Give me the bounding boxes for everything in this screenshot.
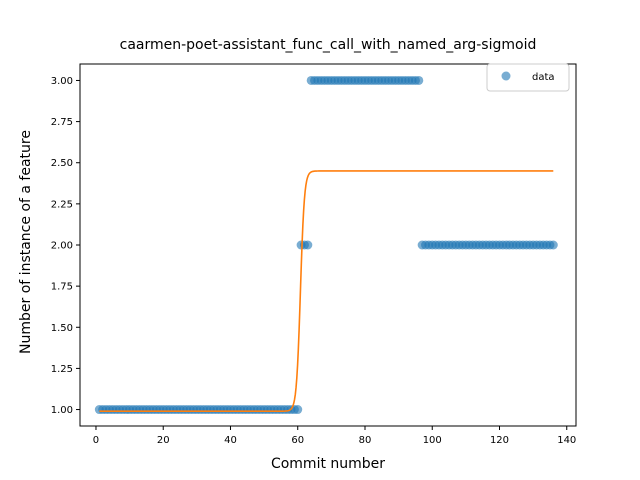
legend: data (486, 63, 570, 92)
x-tick-label: 0 (93, 435, 99, 446)
chart-title: caarmen-poet-assistant_func_call_with_na… (120, 37, 537, 53)
y-tick-label: 2.00 (51, 241, 73, 252)
y-tick-label: 1.75 (51, 282, 73, 293)
x-tick-label: 60 (291, 435, 304, 446)
y-tick-label: 1.25 (51, 364, 73, 375)
x-axis-label: Commit number (271, 456, 385, 472)
x-axis-ticks: 0 20 40 60 80 100 120 140 (93, 426, 576, 446)
y-tick-label: 2.25 (51, 199, 73, 210)
data-point (293, 405, 303, 415)
data-point (548, 240, 558, 250)
data-points (94, 75, 558, 415)
x-tick-label: 100 (423, 435, 442, 446)
data-point (303, 240, 313, 250)
y-tick-label: 2.50 (51, 158, 73, 169)
sigmoid-fit-line (99, 170, 554, 412)
x-tick-label: 40 (224, 435, 237, 446)
x-tick-label: 20 (157, 435, 170, 446)
x-tick-label: 80 (359, 435, 372, 446)
y-tick-label: 1.50 (51, 323, 73, 334)
legend-marker-data (501, 71, 511, 81)
data-point (414, 75, 424, 85)
y-axis-label: Number of instance of a feature (18, 130, 34, 354)
plot-area (94, 75, 558, 415)
x-tick-label: 120 (490, 435, 509, 446)
y-tick-label: 2.75 (51, 117, 73, 128)
legend-box (486, 63, 570, 92)
x-tick-label: 140 (557, 435, 576, 446)
y-axis-ticks: 1.00 1.25 1.50 1.75 2.00 2.25 2.50 2.75 3.00 (51, 76, 80, 416)
y-tick-label: 3.00 (51, 76, 73, 87)
legend-label-data: data (532, 72, 555, 83)
y-tick-label: 1.00 (51, 405, 73, 416)
plot-frame (79, 63, 577, 427)
